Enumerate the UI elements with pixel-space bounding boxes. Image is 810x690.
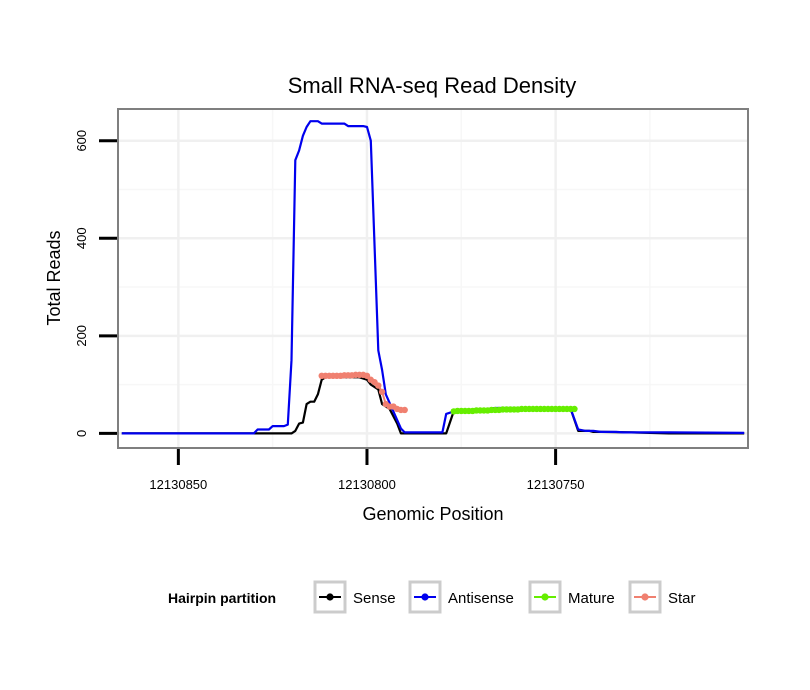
y-axis-title: Total Reads <box>44 230 64 325</box>
series-line-sense <box>121 376 745 435</box>
chart-title: Small RNA-seq Read Density <box>288 73 577 98</box>
legend-key-point-antisense <box>421 593 429 601</box>
legend-key-point-sense <box>326 593 334 601</box>
legend-key-point-star <box>641 593 649 601</box>
data-point-star <box>378 388 386 396</box>
legend-label-antisense: Antisense <box>448 590 514 607</box>
series-star <box>318 371 408 414</box>
y-tick-label: 200 <box>74 325 89 347</box>
legend: Hairpin partition Sense Antisense Mature Sta… <box>168 580 696 614</box>
legend-key-point-mature <box>541 593 549 601</box>
axes: 0 200 400 600 12130850 12130800 12130750 <box>74 130 585 492</box>
data-point-star <box>375 382 382 389</box>
legend-item-star: Star <box>628 580 696 614</box>
legend-label-mature: Mature <box>568 590 615 607</box>
x-tick-label: 12130850 <box>149 477 207 492</box>
legend-label-sense: Sense <box>353 590 396 607</box>
legend-title: Hairpin partition <box>168 590 276 606</box>
series-mature <box>450 405 578 415</box>
legend-label-star: Star <box>668 590 696 607</box>
series-sense <box>121 376 745 435</box>
x-tick-label: 12130800 <box>338 477 396 492</box>
legend-item-mature: Mature <box>528 580 615 614</box>
series-antisense <box>121 120 745 435</box>
x-tick-label: 12130750 <box>527 477 585 492</box>
series-layer <box>121 120 745 435</box>
data-point-mature <box>571 405 578 413</box>
y-tick-label: 0 <box>74 430 89 437</box>
plot-panel-border <box>117 108 749 449</box>
series-line-antisense <box>121 120 745 435</box>
x-axis-title: Genomic Position <box>362 504 503 524</box>
grid <box>118 109 748 448</box>
legend-item-antisense: Antisense <box>408 580 514 614</box>
data-point-star <box>401 406 408 414</box>
y-tick-label: 400 <box>74 227 89 249</box>
y-tick-label: 600 <box>74 130 89 152</box>
legend-item-sense: Sense <box>313 580 396 614</box>
